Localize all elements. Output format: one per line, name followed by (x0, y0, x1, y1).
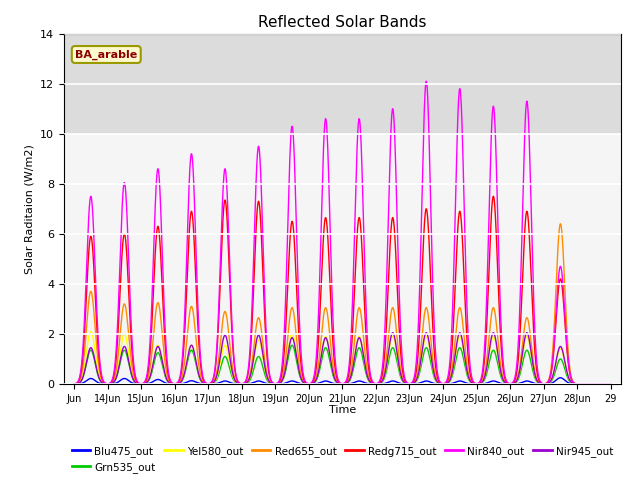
X-axis label: Time: Time (329, 405, 356, 415)
Title: Reflected Solar Bands: Reflected Solar Bands (258, 15, 427, 30)
Bar (64, 34, 621, 134)
Y-axis label: Solar Raditaion (W/m2): Solar Raditaion (W/m2) (24, 144, 35, 274)
Legend: Blu475_out, Grn535_out, Yel580_out, Red655_out, Redg715_out, Nir840_out, Nir945_: Blu475_out, Grn535_out, Yel580_out, Red6… (67, 442, 618, 477)
Text: BA_arable: BA_arable (75, 49, 138, 60)
